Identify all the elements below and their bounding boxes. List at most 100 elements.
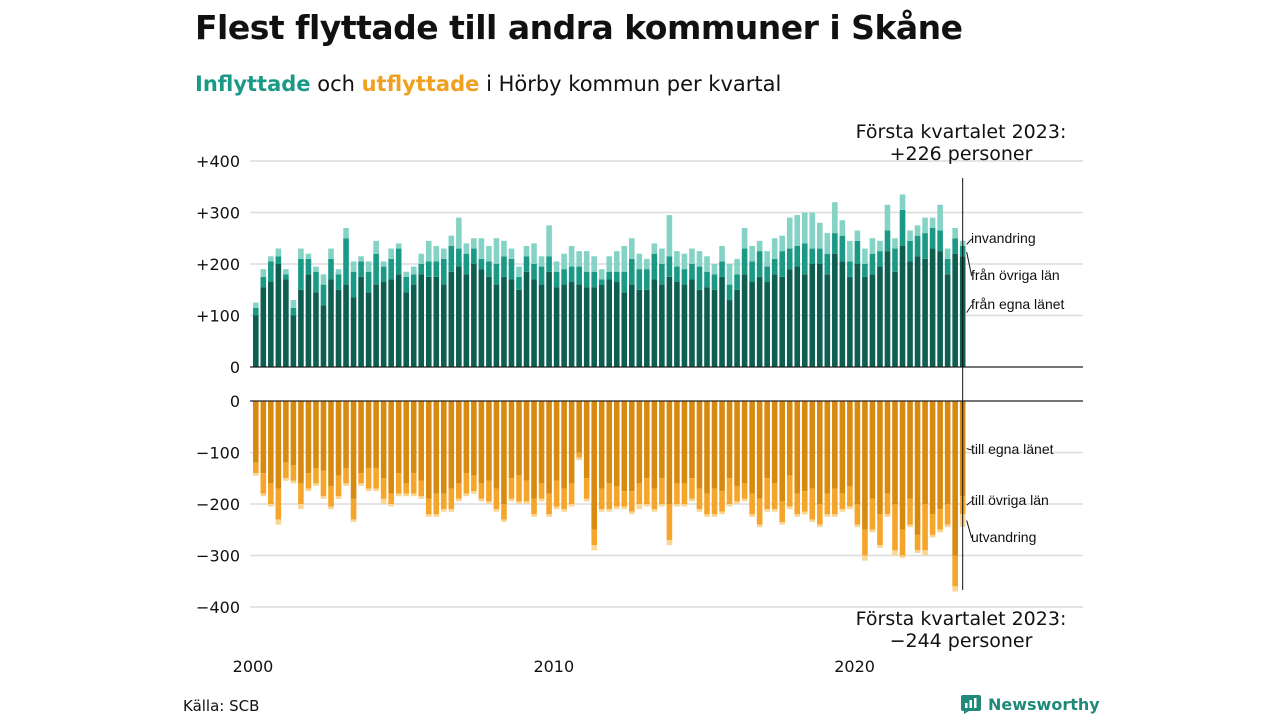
bar-out-own-county: [268, 401, 274, 484]
bar-out-other-county: [944, 504, 951, 525]
bar-out-emigration: [328, 506, 334, 510]
bar-in-other-county: [644, 269, 650, 290]
bar-out-other-county: [824, 493, 831, 515]
bar-in-own-county: [395, 274, 402, 367]
bar-in-immigration: [839, 220, 846, 236]
bar-out-emigration: [681, 504, 688, 507]
bar-out-own-county: [741, 401, 748, 484]
bar-out-emigration: [313, 483, 319, 486]
bar-in-immigration: [862, 248, 868, 264]
y-tick-label-bottom: 0: [230, 392, 240, 411]
bar-in-own-county: [606, 279, 613, 367]
bar-in-own-county: [441, 284, 447, 367]
x-tick-label: 2010: [533, 657, 574, 676]
bar-in-own-county: [275, 264, 282, 367]
bar-out-own-county: [839, 401, 846, 494]
bar-out-other-county: [877, 514, 883, 546]
bar-out-other-county: [425, 498, 432, 515]
bar-out-own-county: [786, 401, 793, 476]
bar-out-emigration: [546, 514, 552, 517]
bar-in-immigration: [583, 251, 590, 272]
bar-out-emigration: [410, 493, 417, 497]
bar-in-immigration: [794, 215, 801, 246]
bar-in-own-county: [869, 274, 876, 367]
bar-in-other-county: [696, 266, 703, 290]
bar-out-emigration: [817, 524, 823, 528]
bar-in-other-county: [388, 258, 394, 280]
bar-in-immigration: [651, 243, 658, 254]
bar-in-own-county: [929, 248, 936, 367]
bar-out-own-county: [568, 401, 575, 484]
bar-out-own-county: [275, 401, 282, 489]
bar-out-own-county: [756, 401, 763, 499]
bar-in-immigration: [568, 245, 575, 267]
bar-in-own-county: [756, 276, 763, 368]
series-label-leader: [966, 252, 973, 277]
bar-out-own-county: [952, 401, 958, 556]
bar-out-other-county: [726, 478, 733, 504]
bar-in-immigration: [268, 256, 274, 262]
bar-in-other-county: [937, 230, 943, 252]
bar-out-own-county: [395, 401, 402, 474]
series-label-in: från övriga län: [971, 267, 1060, 283]
series-label-leader: [966, 304, 973, 313]
bar-in-other-county: [538, 266, 545, 285]
bar-in-own-county: [914, 256, 921, 367]
bar-in-other-county: [651, 253, 658, 280]
bar-in-other-county: [952, 238, 958, 254]
bar-in-own-county: [538, 284, 545, 367]
x-tick-label: 2000: [233, 657, 274, 676]
bar-in-immigration: [877, 240, 883, 252]
bar-in-own-county: [471, 264, 477, 367]
bar-out-other-county: [358, 473, 364, 484]
bar-out-own-county: [531, 401, 537, 499]
bar-out-other-county: [922, 504, 928, 551]
bar-in-other-county: [275, 256, 282, 264]
bar-in-other-county: [486, 261, 492, 277]
bar-in-other-county: [568, 266, 575, 283]
bar-in-immigration: [410, 266, 417, 275]
bar-out-other-county: [832, 488, 838, 515]
bar-in-other-county: [801, 243, 808, 275]
bar-in-own-county: [862, 276, 868, 368]
bar-in-other-county: [298, 258, 304, 290]
bar-in-other-county: [268, 261, 274, 283]
bar-in-immigration: [824, 233, 831, 254]
bar-out-own-county: [929, 401, 936, 515]
bar-out-emigration: [486, 501, 492, 505]
bar-in-other-county: [869, 253, 876, 275]
bar-in-other-county: [832, 233, 838, 254]
bar-in-other-county: [553, 271, 560, 288]
bar-in-own-county: [553, 287, 560, 368]
bar-in-other-county: [779, 251, 785, 277]
bar-in-other-county: [877, 251, 883, 267]
bar-in-immigration: [696, 251, 703, 267]
bar-out-emigration: [862, 555, 868, 561]
bar-in-immigration: [681, 253, 688, 270]
bar-out-emigration: [380, 498, 387, 504]
bar-out-emigration: [456, 498, 462, 502]
bar-in-own-county: [696, 289, 703, 367]
bar-out-emigration: [666, 540, 673, 546]
series-label-in: från egna länet: [971, 296, 1065, 312]
bar-out-own-county: [591, 401, 597, 530]
subtitle-rest: i Hörby kommun per kvartal: [479, 72, 782, 96]
bar-in-immigration: [471, 238, 477, 249]
bar-out-own-county: [726, 401, 733, 479]
bar-out-own-county: [877, 401, 883, 515]
bar-in-own-county: [456, 266, 462, 367]
bar-in-own-county: [425, 276, 432, 368]
bar-out-emigration: [914, 550, 921, 553]
bar-in-own-county: [388, 279, 394, 367]
y-tick-label-bottom: −300: [196, 547, 240, 566]
bar-out-other-county: [335, 475, 342, 497]
bar-out-own-county: [606, 401, 613, 484]
bar-out-own-county: [501, 401, 507, 504]
bar-out-own-county: [478, 401, 485, 484]
bar-out-emigration: [719, 511, 725, 515]
bar-in-immigration: [343, 227, 349, 239]
bar-in-own-county: [523, 271, 530, 368]
bar-out-other-county: [275, 488, 282, 520]
bar-out-own-county: [380, 401, 387, 479]
bar-out-emigration: [283, 478, 289, 481]
